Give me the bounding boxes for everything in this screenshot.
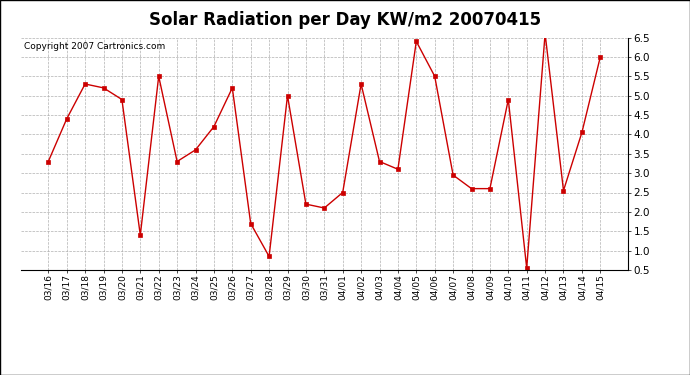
Text: Solar Radiation per Day KW/m2 20070415: Solar Radiation per Day KW/m2 20070415 [149, 11, 541, 29]
Text: Copyright 2007 Cartronics.com: Copyright 2007 Cartronics.com [23, 42, 165, 51]
